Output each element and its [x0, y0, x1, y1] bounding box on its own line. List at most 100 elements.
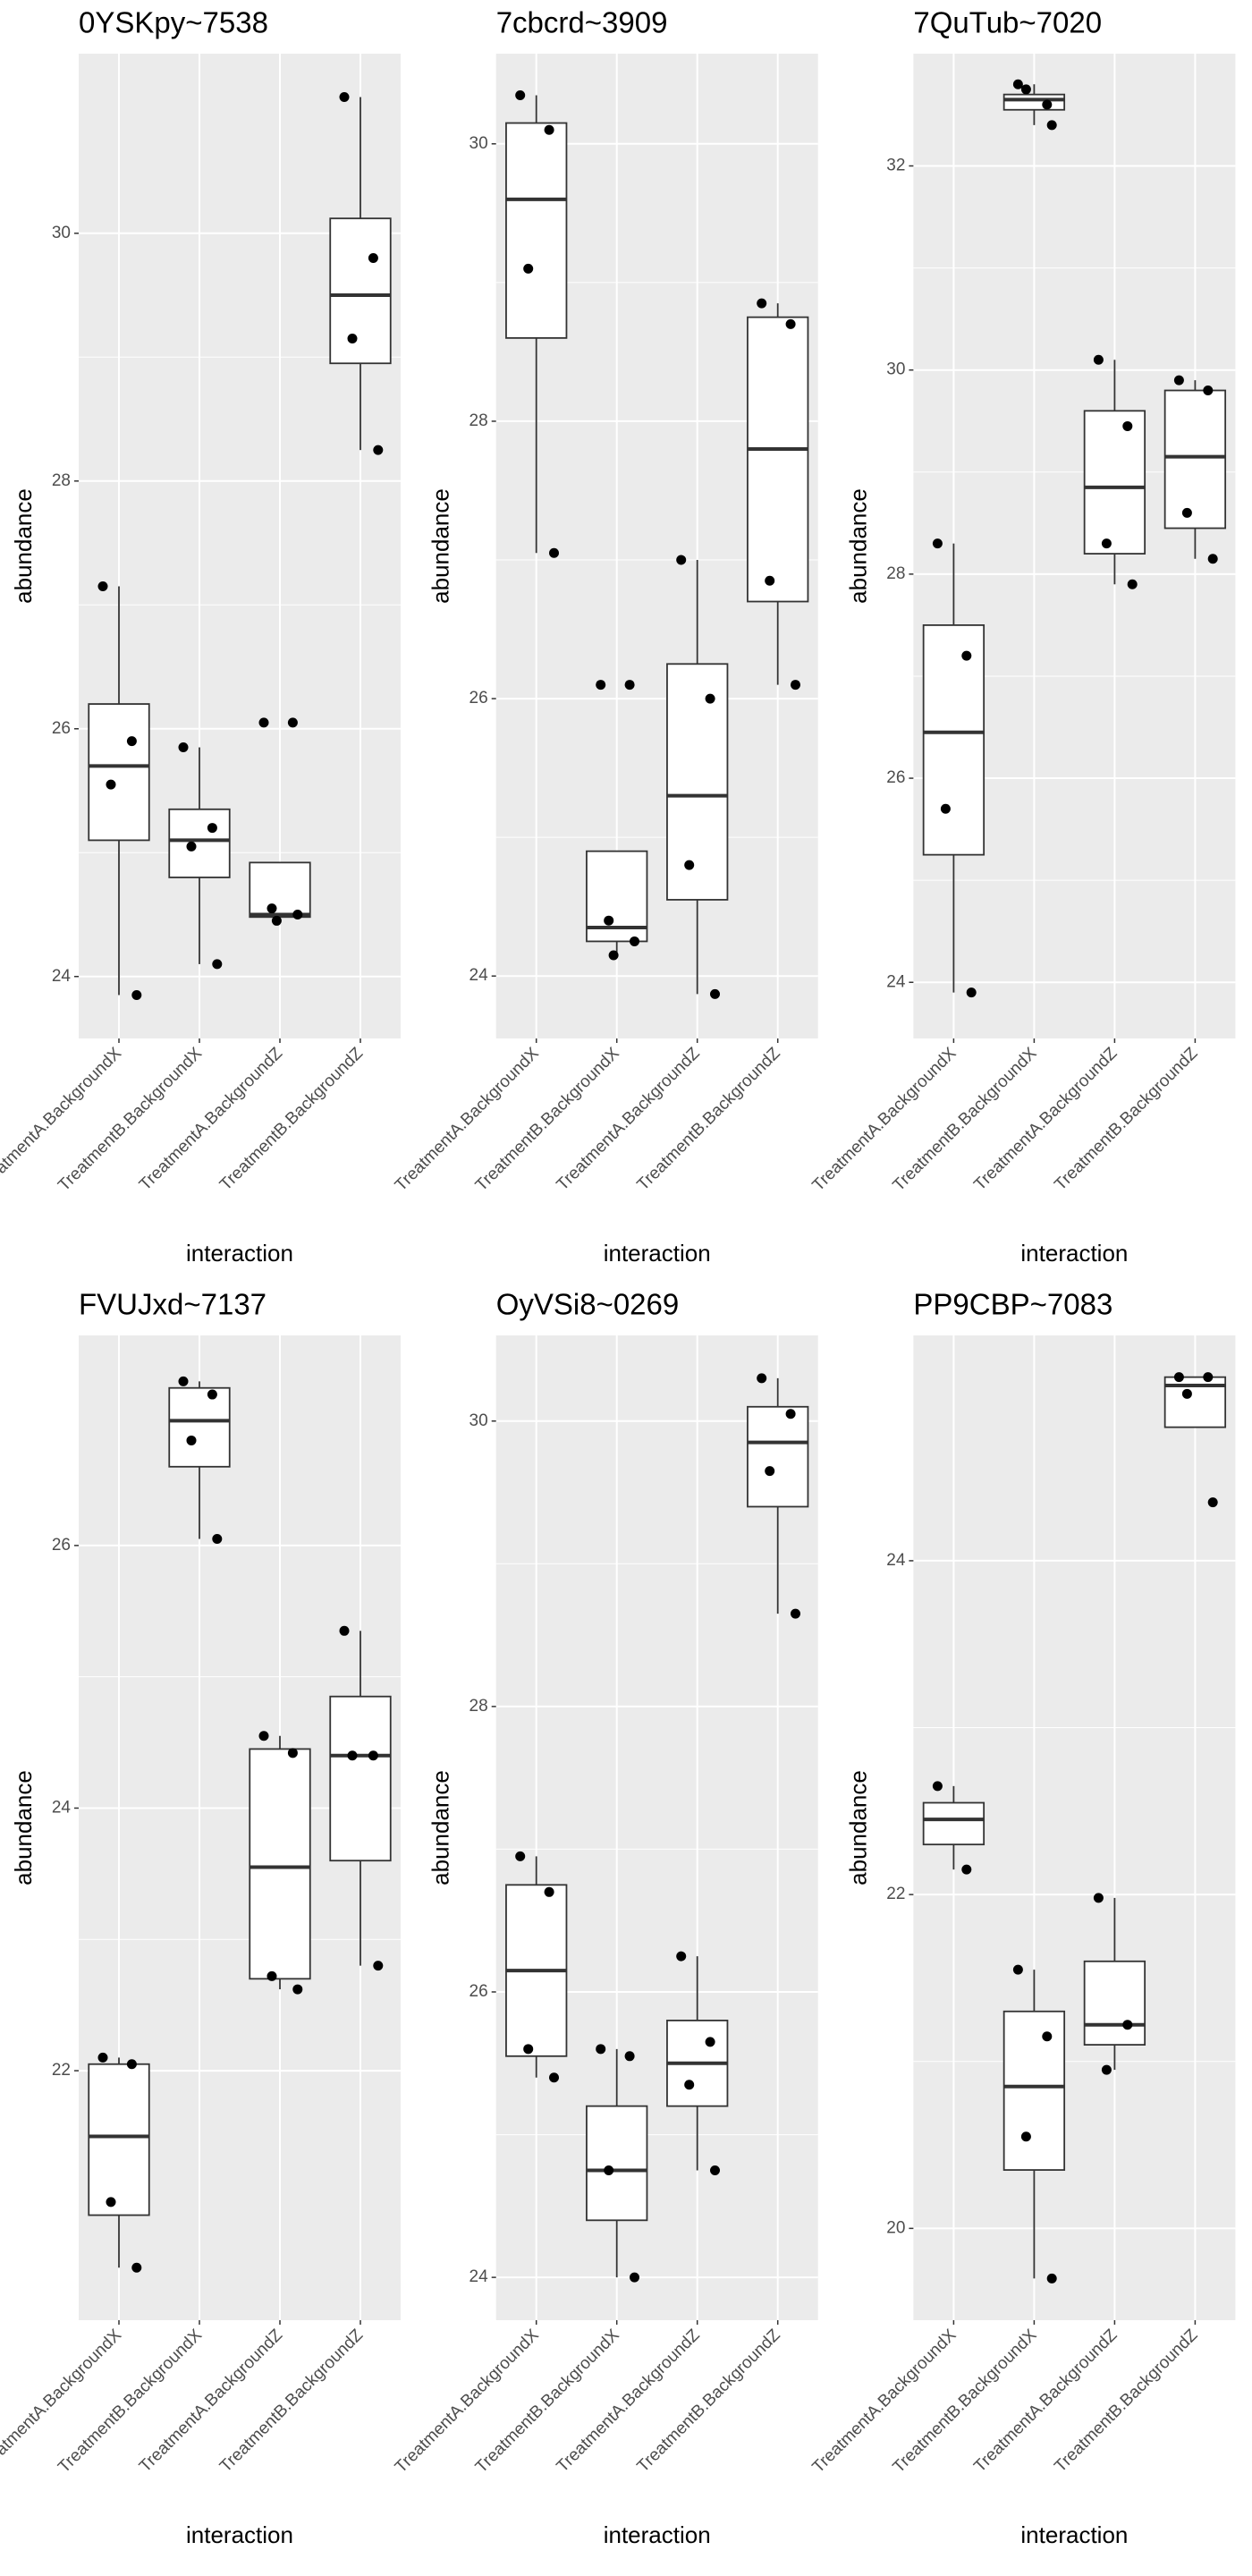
point — [604, 915, 614, 926]
box — [747, 1405, 809, 1508]
y-tick-label: 24 — [886, 1551, 906, 1570]
panel-title: 7cbcrd~3909 — [496, 6, 668, 39]
box — [1002, 2010, 1066, 2171]
point — [757, 298, 767, 309]
point — [212, 959, 223, 970]
box — [1163, 389, 1227, 530]
point — [1203, 1372, 1214, 1383]
point — [97, 581, 108, 592]
point — [791, 680, 800, 691]
point — [1203, 386, 1214, 396]
point — [710, 2165, 720, 2175]
point — [1093, 354, 1104, 365]
box — [249, 1748, 311, 1980]
point — [266, 903, 277, 914]
x-tick-label: TreatmentA.BackgroundZ — [970, 1044, 1121, 1194]
point — [932, 1781, 943, 1792]
point — [271, 915, 282, 926]
point — [1122, 420, 1133, 431]
point — [523, 263, 534, 274]
point — [1042, 99, 1053, 110]
x-tick-label: TreatmentA.BackgroundX — [392, 1044, 543, 1195]
point — [186, 841, 197, 852]
point — [940, 803, 951, 814]
y-tick-label: 22 — [52, 2061, 71, 2080]
box — [586, 2105, 648, 2222]
point — [1122, 2020, 1133, 2030]
x-tick-label: TreatmentB.BackgroundZ — [1051, 1044, 1201, 1194]
box — [1083, 410, 1146, 555]
x-tick-label: TreatmentB.BackgroundZ — [634, 1044, 784, 1194]
point — [966, 987, 977, 998]
point — [131, 2262, 142, 2273]
panel: 24262830TreatmentA.BackgroundXTreatmentB… — [392, 1288, 818, 2548]
x-tick-label: TreatmentA.BackgroundX — [809, 2326, 960, 2477]
point — [347, 1750, 358, 1761]
point — [207, 823, 217, 834]
panel-title: FVUJxd~7137 — [79, 1288, 266, 1321]
box — [1002, 93, 1066, 111]
point — [1101, 538, 1112, 549]
point — [106, 779, 116, 790]
x-tick-label: TreatmentB.BackgroundX — [890, 2326, 1041, 2477]
point — [131, 990, 142, 1001]
x-tick-label: TreatmentA.BackgroundX — [0, 2326, 125, 2477]
plot-background — [913, 54, 1236, 1038]
point — [339, 91, 350, 102]
point — [596, 2044, 606, 2055]
x-tick-label: TreatmentA.BackgroundZ — [970, 2326, 1121, 2476]
panel-title: 0YSKpy~7538 — [79, 6, 268, 39]
box — [747, 316, 809, 603]
point — [1093, 1893, 1104, 1903]
panel: 24262830TreatmentA.BackgroundXTreatmentB… — [392, 6, 818, 1267]
point — [523, 2044, 534, 2055]
y-tick-label: 28 — [52, 471, 71, 490]
x-tick-label: TreatmentA.BackgroundZ — [136, 2326, 286, 2476]
box — [88, 2063, 150, 2216]
point — [1181, 1388, 1192, 1399]
point — [1046, 2273, 1057, 2284]
x-tick-label: TreatmentA.BackgroundZ — [136, 1044, 286, 1194]
y-tick-label: 24 — [470, 2267, 489, 2286]
point — [186, 1435, 197, 1445]
x-tick-label: TreatmentB.BackgroundX — [472, 1044, 623, 1195]
point — [1127, 579, 1138, 589]
x-tick-label: TreatmentB.BackgroundZ — [216, 2326, 367, 2476]
point — [126, 736, 137, 747]
y-axis-label: abundance — [844, 488, 871, 604]
panel-title: 7QuTub~7020 — [913, 6, 1102, 39]
point — [368, 1750, 378, 1761]
x-tick-label: TreatmentA.BackgroundZ — [554, 2326, 704, 2476]
y-tick-label: 30 — [470, 134, 488, 153]
point — [604, 2165, 614, 2175]
x-tick-label: TreatmentA.BackgroundX — [0, 1044, 125, 1195]
box — [168, 808, 231, 878]
x-tick-label: TreatmentB.BackgroundX — [890, 1044, 1041, 1195]
x-axis-label: interaction — [604, 2521, 711, 2548]
panel: 24262830TreatmentA.BackgroundXTreatmentB… — [0, 6, 401, 1267]
plot-background — [79, 54, 401, 1038]
x-axis-label: interaction — [186, 1240, 293, 1267]
point — [1012, 79, 1023, 89]
point — [373, 445, 384, 455]
panel: 222426TreatmentA.BackgroundXTreatmentB.B… — [0, 1288, 401, 2548]
point — [684, 2080, 695, 2090]
point — [1012, 1964, 1023, 1975]
y-tick-label: 30 — [886, 360, 905, 379]
y-tick-label: 26 — [886, 768, 905, 787]
point — [373, 1961, 384, 1971]
point — [515, 90, 526, 101]
point — [1173, 1372, 1184, 1383]
point — [178, 742, 189, 753]
point — [785, 318, 796, 329]
x-axis-label: interaction — [1020, 1240, 1128, 1267]
y-tick-label: 24 — [52, 1798, 72, 1817]
x-axis-label: interaction — [604, 1240, 711, 1267]
point — [544, 124, 554, 135]
point — [684, 860, 695, 870]
x-tick-label: TreatmentB.BackgroundX — [55, 2326, 206, 2477]
point — [258, 1731, 269, 1741]
box — [249, 861, 311, 919]
box — [88, 703, 150, 842]
point — [544, 1886, 554, 1897]
